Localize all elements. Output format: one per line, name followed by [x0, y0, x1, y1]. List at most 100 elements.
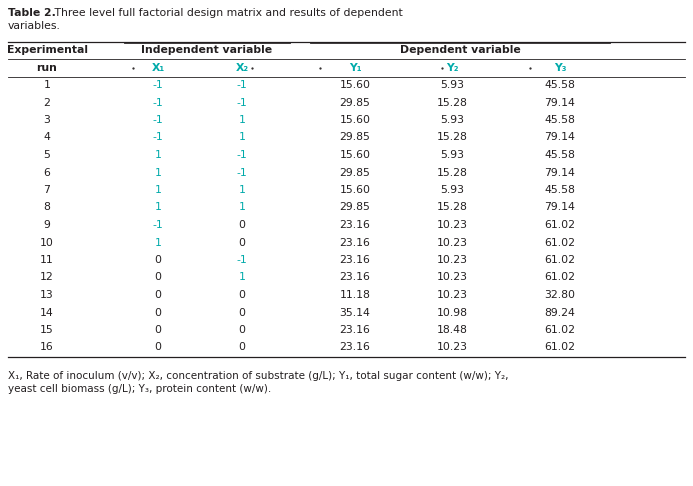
Text: 1: 1 [155, 238, 161, 247]
Text: 15.28: 15.28 [437, 168, 468, 177]
Text: -1: -1 [236, 150, 247, 160]
Text: yeast cell biomass (g/L); Y₃, protein content (w/w).: yeast cell biomass (g/L); Y₃, protein co… [8, 384, 271, 394]
Text: 5.93: 5.93 [440, 150, 464, 160]
Text: Y₃: Y₃ [554, 63, 566, 72]
Text: 15.28: 15.28 [437, 203, 468, 212]
Text: 15.60: 15.60 [340, 80, 371, 90]
Text: 1: 1 [155, 150, 161, 160]
Text: 13: 13 [40, 290, 54, 300]
Text: 0: 0 [155, 343, 161, 352]
Text: 35.14: 35.14 [340, 308, 371, 317]
Text: 1: 1 [155, 185, 161, 195]
Text: 14: 14 [40, 308, 54, 317]
Text: 61.02: 61.02 [545, 255, 575, 265]
Text: -1: -1 [152, 220, 164, 230]
Text: 11.18: 11.18 [340, 290, 371, 300]
Text: 10: 10 [40, 238, 54, 247]
Text: 23.16: 23.16 [340, 273, 371, 282]
Text: 61.02: 61.02 [545, 273, 575, 282]
Text: 10.23: 10.23 [437, 290, 468, 300]
Text: 89.24: 89.24 [545, 308, 575, 317]
Text: 7: 7 [44, 185, 51, 195]
Text: X₁: X₁ [151, 63, 165, 72]
Text: 8: 8 [44, 203, 51, 212]
Text: 23.16: 23.16 [340, 255, 371, 265]
Text: -1: -1 [152, 115, 164, 125]
Text: 5.93: 5.93 [440, 80, 464, 90]
Text: 79.14: 79.14 [545, 98, 575, 107]
Text: 9: 9 [44, 220, 51, 230]
Text: Three level full factorial design matrix and results of dependent: Three level full factorial design matrix… [51, 8, 403, 18]
Text: 0: 0 [155, 325, 161, 335]
Text: 15: 15 [40, 325, 54, 335]
Text: run: run [37, 63, 58, 72]
Text: -1: -1 [236, 168, 247, 177]
Text: 5: 5 [44, 150, 51, 160]
Text: 29.85: 29.85 [340, 203, 371, 212]
Text: -1: -1 [236, 255, 247, 265]
Text: 15.60: 15.60 [340, 185, 371, 195]
Text: 11: 11 [40, 255, 54, 265]
Text: 10.23: 10.23 [437, 343, 468, 352]
Text: 1: 1 [238, 273, 245, 282]
Text: Dependent variable: Dependent variable [400, 45, 520, 55]
Text: 29.85: 29.85 [340, 133, 371, 142]
Text: -1: -1 [152, 98, 164, 107]
Text: Table 2.: Table 2. [8, 8, 56, 18]
Text: 0: 0 [238, 238, 245, 247]
Text: 32.80: 32.80 [545, 290, 575, 300]
Text: Y₂: Y₂ [446, 63, 458, 72]
Text: 45.58: 45.58 [545, 150, 575, 160]
Text: X₂: X₂ [236, 63, 249, 72]
Text: 1: 1 [238, 203, 245, 212]
Text: 5.93: 5.93 [440, 115, 464, 125]
Text: 18.48: 18.48 [437, 325, 468, 335]
Text: 10.98: 10.98 [437, 308, 468, 317]
Text: 45.58: 45.58 [545, 80, 575, 90]
Text: 0: 0 [155, 308, 161, 317]
Text: 1: 1 [155, 203, 161, 212]
Text: 45.58: 45.58 [545, 185, 575, 195]
Text: 79.14: 79.14 [545, 168, 575, 177]
Text: 23.16: 23.16 [340, 238, 371, 247]
Text: 10.23: 10.23 [437, 273, 468, 282]
Text: 23.16: 23.16 [340, 325, 371, 335]
Text: 61.02: 61.02 [545, 343, 575, 352]
Text: 1: 1 [44, 80, 51, 90]
Text: 4: 4 [44, 133, 51, 142]
Text: 0: 0 [155, 290, 161, 300]
Text: 10.23: 10.23 [437, 238, 468, 247]
Text: 23.16: 23.16 [340, 343, 371, 352]
Text: 61.02: 61.02 [545, 220, 575, 230]
Text: 0: 0 [238, 290, 245, 300]
Text: 1: 1 [155, 168, 161, 177]
Text: 6: 6 [44, 168, 51, 177]
Text: Experimental: Experimental [6, 45, 87, 55]
Text: 0: 0 [238, 343, 245, 352]
Text: 1: 1 [238, 115, 245, 125]
Text: -1: -1 [152, 133, 164, 142]
Text: 15.60: 15.60 [340, 115, 371, 125]
Text: -1: -1 [152, 80, 164, 90]
Text: variables.: variables. [8, 21, 61, 31]
Text: 12: 12 [40, 273, 54, 282]
Text: Independent variable: Independent variable [141, 45, 272, 55]
Text: 29.85: 29.85 [340, 168, 371, 177]
Text: 10.23: 10.23 [437, 220, 468, 230]
Text: 15.28: 15.28 [437, 133, 468, 142]
Text: 0: 0 [155, 255, 161, 265]
Text: 79.14: 79.14 [545, 133, 575, 142]
Text: 61.02: 61.02 [545, 325, 575, 335]
Text: 5.93: 5.93 [440, 185, 464, 195]
Text: Y₁: Y₁ [349, 63, 361, 72]
Text: -1: -1 [236, 98, 247, 107]
Text: 10.23: 10.23 [437, 255, 468, 265]
Text: 16: 16 [40, 343, 54, 352]
Text: 0: 0 [238, 325, 245, 335]
Text: 61.02: 61.02 [545, 238, 575, 247]
Text: 15.28: 15.28 [437, 98, 468, 107]
Text: 1: 1 [238, 185, 245, 195]
Text: 0: 0 [238, 220, 245, 230]
Text: 15.60: 15.60 [340, 150, 371, 160]
Text: 29.85: 29.85 [340, 98, 371, 107]
